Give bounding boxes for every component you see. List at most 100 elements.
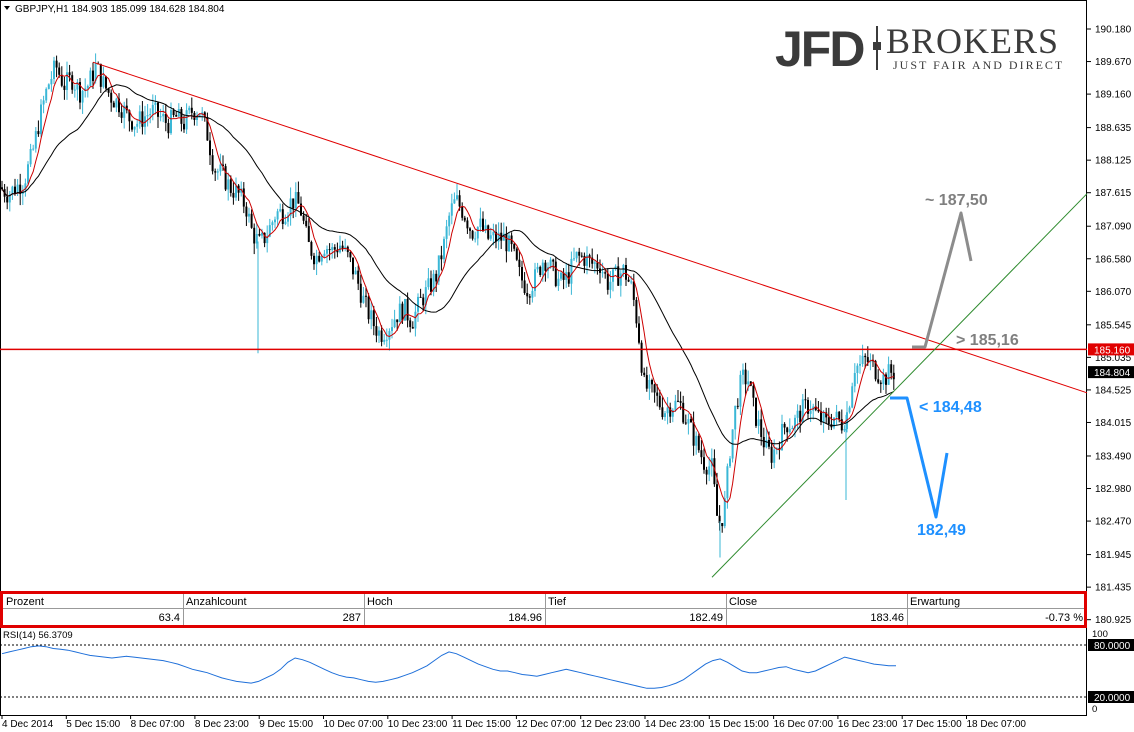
candle-body [162,114,165,117]
candle-body [526,293,529,297]
candle-body [120,112,123,118]
candle-body [149,114,152,116]
candle-body [84,88,87,91]
candle-body [307,226,310,242]
candle-body [92,70,94,81]
candle-body [419,296,422,298]
candle-body [518,259,521,268]
candle-body [255,233,258,244]
candle-body [747,381,750,385]
price-tick-label: 189.670 [1095,57,1132,68]
candle-body [734,405,737,430]
candle-body [326,249,328,254]
symbol-info: GBPJPY,H1 184.903 185.099 184.628 184.80… [15,4,225,15]
candle-body [861,355,864,364]
candle-body [726,466,729,499]
candle-body [463,217,466,221]
candle-body [479,218,482,228]
time-tick-label: 12 Dec 07:00 [516,719,576,730]
candle-body [476,227,479,239]
candle-body [196,116,198,120]
time-tick-label: 18 Dec 07:00 [967,719,1027,730]
candle-body [73,89,76,91]
candle-body [388,331,391,340]
candle-body [583,255,586,266]
candle-body [560,272,562,279]
candle-body [188,107,191,111]
candle-body [840,419,843,431]
candle-body [630,281,633,283]
candle-body [258,233,261,236]
candle-body [890,364,893,373]
rsi-level-label: 80.0000 [1094,641,1131,652]
candle-body [66,72,68,90]
candle-body [851,386,854,408]
candle-body [489,235,492,239]
candle-body [16,184,19,194]
candle-body [401,303,404,321]
candle-body [123,105,126,118]
candle-body [146,115,149,117]
candle-body [71,75,74,90]
trendlines-layer: 185.160 184.804 [0,61,1134,578]
candle-body [318,255,321,262]
candle-body [638,323,640,343]
candle-body [118,98,120,113]
candle-body [578,251,581,256]
annotations-layer: ~ 187,50 > 185,16 < 184,48 182,49 [890,192,1019,539]
candle-body [224,166,227,190]
candle-body [866,357,869,363]
price-tick-label: 188.635 [1095,123,1132,134]
candle-body [827,417,830,425]
moving-averages-layer [1,73,894,503]
candle-body [393,319,396,328]
stats-header: Erwartung [910,596,960,608]
candle-body [8,194,11,203]
candle-body [820,411,822,423]
candle-body [453,199,456,204]
candle-body [604,272,607,274]
price-axis: 190.180 189.670 189.160 188.635 188.125 187.6… [1087,25,1132,626]
candle-body [105,76,107,89]
candle-body [115,98,118,108]
candle-body [198,114,201,117]
candle-body [651,379,653,385]
candle-body [474,238,477,240]
candles-layer [1,53,895,558]
candle-body [596,262,599,269]
candle-body [661,407,664,418]
time-tick-label: 17 Dec 15:00 [902,719,962,730]
candle-body [783,423,786,428]
candle-body [81,90,84,103]
candle-body [336,249,339,253]
candle-body [378,330,380,336]
candle-body [398,303,401,323]
candle-body [664,413,666,418]
candle-body [645,375,648,389]
candle-body [692,422,695,446]
candle-body [723,498,726,527]
candle-body [279,209,282,212]
candle-body [762,436,765,448]
candle-body [352,257,354,275]
candle-body [864,355,867,358]
candle-body [671,409,674,417]
candle-body [716,484,718,516]
candle-body [505,233,508,252]
logo-separator-dot [873,42,881,50]
logo-brand: JFD [775,21,864,77]
price-tick-label: 185.545 [1095,320,1132,331]
candle-body [799,410,802,423]
candle-body [151,104,154,115]
candle-body [261,232,263,236]
candle-body [131,121,133,130]
dropdown-icon[interactable] [4,6,10,10]
price-tick-label: 181.435 [1095,583,1132,594]
candle-body [848,407,851,413]
candle-body [833,417,835,428]
price-tick-label: 184.015 [1095,418,1132,429]
horizontal-price-label: 185.160 [1094,345,1131,356]
candle-body [461,206,464,218]
candle-body [760,419,763,437]
candle-body [214,171,217,173]
